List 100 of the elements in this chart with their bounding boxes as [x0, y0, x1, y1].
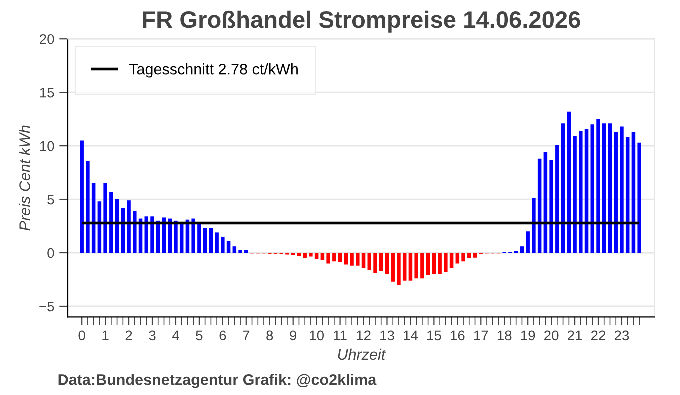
bar — [532, 198, 536, 254]
bar — [626, 138, 630, 254]
x-tick-label: 3 — [149, 330, 156, 341]
bar — [133, 211, 137, 254]
bar — [238, 250, 242, 254]
bar — [468, 253, 472, 258]
text: Data:Bundesnetzagentur Grafik: @co2klima — [58, 374, 377, 388]
x-tick-label: 11 — [334, 330, 347, 340]
bar — [544, 152, 548, 254]
bar — [150, 216, 154, 254]
x-tick-label: 19 — [521, 330, 536, 341]
y-tick-label: 0 — [48, 248, 54, 258]
bar — [338, 253, 342, 262]
bar — [438, 253, 442, 274]
bar — [579, 131, 583, 254]
bar — [203, 228, 208, 254]
bar — [156, 220, 160, 254]
bar — [127, 200, 131, 254]
bar — [556, 144, 560, 254]
bar — [402, 253, 407, 281]
bar — [426, 253, 430, 276]
y-tick-label: 10 — [40, 141, 54, 152]
bar — [92, 183, 96, 254]
bar — [473, 253, 478, 258]
x-tick-label: 0 — [78, 330, 86, 341]
bar — [368, 253, 372, 270]
x-tick-label: 23 — [614, 330, 630, 341]
bar — [567, 112, 572, 254]
x-tick-label: 12 — [357, 330, 371, 340]
x-tick-label: 17 — [474, 330, 488, 340]
bar — [432, 253, 436, 274]
bar — [520, 246, 524, 254]
x-tick-label: 5 — [196, 330, 203, 341]
bar — [573, 136, 577, 254]
x-tick-label: 10 — [310, 330, 324, 341]
bar — [215, 232, 219, 254]
y-tick-label: 20 — [40, 34, 54, 44]
bar — [362, 253, 366, 269]
bar — [602, 124, 606, 254]
bar — [221, 236, 225, 254]
bar — [596, 119, 600, 254]
bar — [104, 183, 108, 254]
bar — [632, 132, 636, 254]
x-tick-label: 15 — [428, 330, 442, 341]
bar — [450, 253, 454, 268]
legend-label: Tagesschnitt 2.78 ct/kWh — [129, 64, 298, 78]
bar — [80, 140, 84, 254]
bar — [590, 124, 595, 254]
bar — [226, 241, 231, 254]
bar — [86, 161, 90, 254]
x-tick-label: 16 — [450, 330, 465, 341]
bar — [314, 253, 319, 260]
x-tick-label: 6 — [220, 330, 226, 341]
bar — [550, 160, 554, 254]
bar — [385, 253, 390, 274]
bar — [192, 218, 196, 254]
bar — [414, 253, 418, 279]
y-axis-title: Preis Cent kWh — [19, 126, 30, 231]
bar — [332, 253, 336, 262]
bar — [538, 158, 542, 254]
y-tick-label: 5 — [48, 195, 54, 205]
x-tick-label: 20 — [544, 330, 559, 341]
bar — [209, 228, 214, 254]
bar — [303, 253, 307, 258]
bar — [526, 232, 530, 254]
bar — [309, 253, 313, 257]
bar — [232, 246, 237, 254]
bar — [356, 253, 360, 266]
bar — [320, 253, 325, 260]
x-tick-label: 4 — [172, 330, 180, 340]
bar — [584, 128, 589, 254]
x-tick-label: 13 — [380, 330, 394, 341]
bar — [444, 253, 448, 272]
bar — [420, 253, 424, 279]
bar — [561, 124, 566, 254]
bar — [397, 253, 401, 286]
bar — [608, 124, 612, 254]
x-tick-label: 9 — [290, 330, 297, 341]
bar — [456, 253, 460, 264]
chart-title: FR Großhandel Strompreise 14.06.2026 — [143, 10, 580, 33]
bar — [344, 253, 348, 265]
bar — [391, 253, 395, 282]
bar — [374, 253, 378, 274]
bar — [110, 192, 114, 254]
bar — [462, 253, 466, 262]
x-tick-label: 14 — [404, 330, 418, 340]
x-tick-label: 2 — [126, 330, 132, 340]
bar — [408, 253, 413, 281]
y-tick-label: 15 — [40, 88, 54, 98]
bar — [198, 223, 202, 254]
bar — [244, 250, 248, 254]
bar — [168, 218, 172, 254]
bar — [350, 253, 354, 266]
x-tick-label: 18 — [498, 330, 512, 341]
x-axis-title: Uhrzeit — [338, 348, 386, 360]
bar — [620, 126, 624, 254]
x-tick-label: 21 — [568, 330, 582, 340]
x-tick-label: 22 — [591, 330, 606, 340]
x-tick-label: 1 — [102, 330, 109, 340]
bar — [614, 132, 618, 254]
